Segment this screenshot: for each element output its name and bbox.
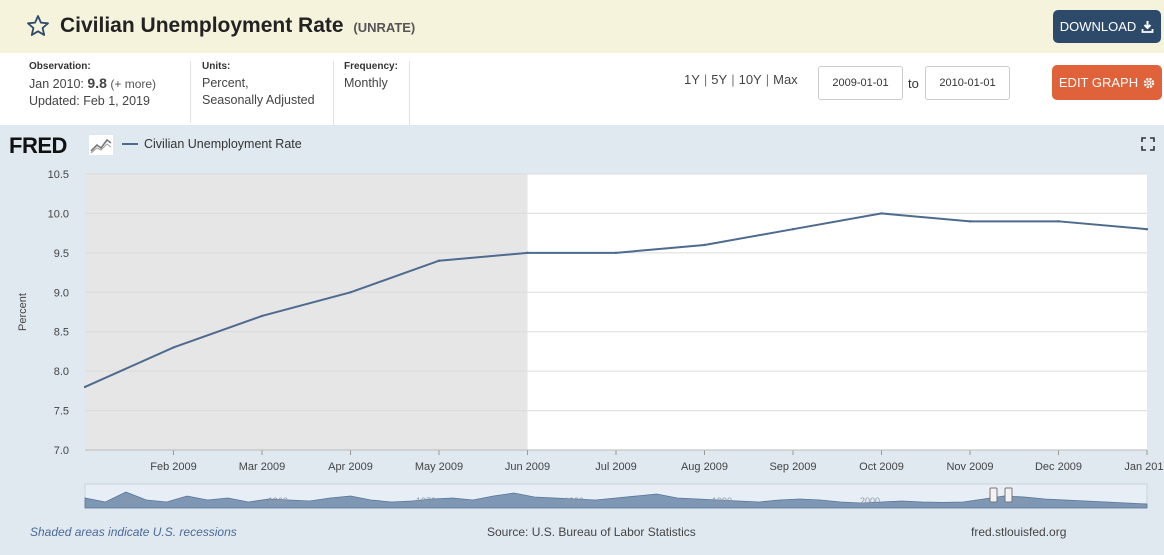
series-header: Civilian Unemployment Rate (UNRATE) DOWN… <box>0 0 1164 53</box>
x-tick-label: Nov 2009 <box>946 461 993 473</box>
source-note: Source: U.S. Bureau of Labor Statistics <box>487 525 696 539</box>
range-5y-link[interactable]: 5Y <box>711 72 728 87</box>
navigator-label: 1990 <box>712 496 732 506</box>
start-date-input[interactable]: 2009-01-01 <box>818 66 903 100</box>
navigator-handle[interactable] <box>1004 487 1013 503</box>
recession-shading <box>85 174 528 450</box>
recession-note: Shaded areas indicate U.S. recessions <box>30 525 237 539</box>
gear-icon <box>1143 77 1155 88</box>
download-label: DOWNLOAD <box>1059 19 1137 34</box>
observation-block: Observation: Jan 2010: 9.8 (+ more) Upda… <box>29 61 189 123</box>
observation-value: 9.8 <box>87 75 107 91</box>
navigator-label: 2000 <box>860 496 880 506</box>
y-tick-label: 10.0 <box>48 208 69 220</box>
download-icon <box>1141 21 1154 33</box>
y-tick-label: 9.5 <box>54 248 69 260</box>
units-block: Units: Percent, Seasonally Adjusted <box>190 61 333 123</box>
data-point <box>968 220 972 223</box>
range-1y-link[interactable]: 1Y <box>684 72 700 87</box>
navigator-label: 1980 <box>564 496 584 506</box>
navigator-label: 1950 <box>120 496 140 506</box>
x-tick-label: Feb 2009 <box>150 461 196 473</box>
x-tick-label: Jan 2010 <box>1124 461 1164 473</box>
data-point <box>437 259 441 262</box>
fred-logo: FRED <box>9 133 67 158</box>
data-point <box>526 251 529 255</box>
navigator-series <box>84 491 1148 509</box>
x-tick-label: Jun 2009 <box>505 461 550 473</box>
y-tick-label: 8.0 <box>54 366 69 378</box>
data-point <box>83 385 87 389</box>
x-tick-label: Jul 2009 <box>595 461 637 473</box>
y-tick-label: 9.0 <box>54 287 69 299</box>
x-tick-label: Dec 2009 <box>1035 461 1082 473</box>
star-icon[interactable] <box>26 14 50 38</box>
x-tick-label: Apr 2009 <box>328 461 373 473</box>
data-point <box>1057 220 1060 223</box>
units-line2: Seasonally Adjusted <box>202 93 315 107</box>
edit-graph-button[interactable]: EDIT GRAPH <box>1052 65 1162 100</box>
page-title: Civilian Unemployment Rate (UNRATE) <box>60 14 415 38</box>
units-line1: Percent, <box>202 76 249 90</box>
end-date-input[interactable]: 2010-01-01 <box>925 66 1010 100</box>
data-point <box>880 212 883 215</box>
observation-period: Jan 2010: <box>29 77 84 91</box>
frequency-value: Monthly <box>344 76 388 90</box>
y-tick-label: 7.0 <box>54 445 69 457</box>
line-chart: 7.0 7.5 8.0 8.5 9.0 9.5 10.0 10.5 Feb 2009 Mar 20… <box>17 169 1164 509</box>
legend-swatch <box>122 143 138 145</box>
data-point <box>614 251 618 255</box>
range-max-link[interactable]: Max <box>773 72 798 87</box>
updated-date: Updated: Feb 1, 2019 <box>29 94 150 108</box>
navigator-label: 1960 <box>268 496 288 506</box>
y-tick-label: 10.5 <box>48 169 69 181</box>
legend-label: Civilian Unemployment Rate <box>144 137 302 151</box>
x-tick-label: Sep 2009 <box>769 461 816 473</box>
chart-legend[interactable]: Civilian Unemployment Rate <box>122 137 302 151</box>
fred-logo-icon <box>89 135 113 155</box>
units-label: Units: <box>202 61 231 72</box>
x-tick-label: Oct 2009 <box>859 461 904 473</box>
data-point <box>260 314 264 318</box>
range-10y-link[interactable]: 10Y <box>738 72 762 87</box>
x-tick-label: Mar 2009 <box>239 461 285 473</box>
data-point <box>349 291 352 294</box>
navigator-handle[interactable] <box>989 487 998 503</box>
chart-panel: FRED Civilian Unemployment Rate 7.0 7.5 8.… <box>0 125 1164 555</box>
fullscreen-icon[interactable] <box>1141 137 1155 151</box>
frequency-block: Frequency: Monthly <box>333 61 410 125</box>
y-tick-label: 8.5 <box>54 327 69 339</box>
observation-label: Observation: <box>29 61 91 72</box>
frequency-label: Frequency: <box>344 61 398 72</box>
navigator-label: 1970 <box>416 496 436 506</box>
more-observations-link[interactable]: (+ more) <box>110 77 157 91</box>
navigator-label: 2010 <box>1008 496 1028 506</box>
data-point <box>703 243 706 247</box>
x-tick-label: May 2009 <box>415 461 463 473</box>
download-button[interactable]: DOWNLOAD <box>1053 10 1161 43</box>
date-to-label: to <box>908 76 919 91</box>
data-point <box>791 228 795 231</box>
fred-url-link[interactable]: fred.stlouisfed.org <box>971 525 1067 539</box>
range-links: 1Y | 5Y | 10Y | Max <box>684 72 798 87</box>
series-id: (UNRATE) <box>353 20 416 35</box>
data-point <box>1145 228 1149 231</box>
series-title: Civilian Unemployment Rate <box>60 14 344 37</box>
x-tick-label: Aug 2009 <box>681 461 728 473</box>
data-point <box>172 346 175 349</box>
y-axis-label: Percent <box>17 293 29 331</box>
edit-graph-label: EDIT GRAPH <box>1058 75 1139 90</box>
y-tick-label: 7.5 <box>54 406 69 418</box>
series-meta: Observation: Jan 2010: 9.8 (+ more) Upda… <box>0 53 1164 125</box>
